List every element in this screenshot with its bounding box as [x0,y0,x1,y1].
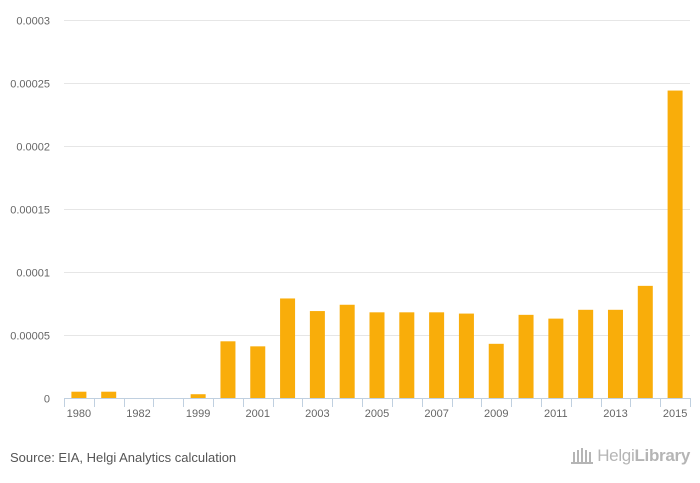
chart-footer: Source: EIA, Helgi Analytics calculation… [0,440,700,483]
x-axis-labels: 1980 1982 1999 2001 2003 2005 2007 2009 2011 2013… [67,408,688,420]
helgi-library-logo[interactable]: HelgiLibrary [570,446,690,466]
logo-text-light: Helgi [597,446,635,465]
y-tick-label: 0.00025 [10,79,50,91]
source-note: Source: EIA, Helgi Analytics calculation [10,450,237,465]
grid-lines [64,20,690,336]
bar-2000[interactable] [220,341,236,398]
x-tick-label: 1982 [126,408,150,420]
bar-2009[interactable] [488,343,504,398]
x-tick-label: 2011 [544,408,568,420]
x-tick-label: 2009 [484,408,508,420]
y-tick-label: 0 [44,394,50,406]
x-tick-label: 2007 [424,408,448,420]
bar-2010[interactable] [518,314,534,398]
y-tick-label: 0.0003 [16,16,50,28]
bar-2007[interactable] [429,312,445,398]
bar-1999[interactable] [190,394,206,398]
bar-chart: 0 0.00005 0.0001 0.00015 0.0002 0.00025 0.0003… [10,16,691,420]
bar-2004[interactable] [339,304,355,398]
logo-text: HelgiLibrary [597,446,690,466]
bar-2012[interactable] [578,309,594,398]
bar-2013[interactable] [607,309,623,398]
bar-1981[interactable] [101,391,117,398]
bar-2006[interactable] [399,312,415,398]
x-tick-label: 2013 [603,408,627,420]
bar-2003[interactable] [309,311,325,398]
bar-2011[interactable] [548,318,564,398]
bar-2015[interactable] [667,90,683,398]
x-tick-label: 1980 [67,408,91,420]
bar-2008[interactable] [458,313,474,398]
bar-2001[interactable] [250,346,266,398]
bar-2002[interactable] [280,298,296,398]
y-tick-label: 0.00005 [10,331,50,343]
x-axis-ticks [64,398,691,407]
bar-1980[interactable] [71,391,87,398]
library-building-icon [571,448,594,464]
y-axis-labels: 0 0.00005 0.0001 0.00015 0.0002 0.00025 0.0003 [10,16,50,406]
bars [71,90,683,398]
x-tick-label: 2015 [663,408,687,420]
x-tick-label: 2003 [305,408,329,420]
bar-2014[interactable] [637,285,653,398]
x-tick-label: 2001 [246,408,270,420]
x-tick-label: 2005 [365,408,389,420]
y-tick-label: 0.0001 [16,268,50,280]
y-tick-label: 0.0002 [16,142,50,154]
bar-2005[interactable] [369,312,385,398]
logo-text-bold: Library [634,446,690,465]
x-tick-label: 1999 [186,408,210,420]
y-tick-label: 0.00015 [10,205,50,217]
